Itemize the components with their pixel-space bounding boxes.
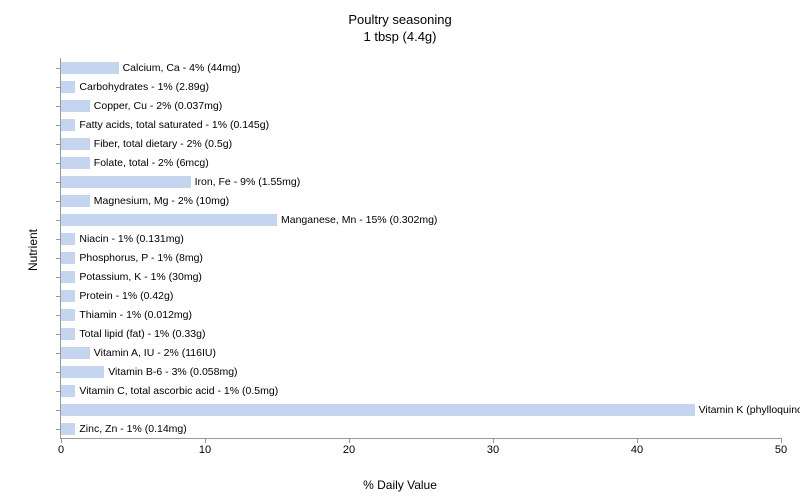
x-axis-label: % Daily Value	[363, 478, 437, 492]
nutrient-bar	[61, 176, 191, 188]
y-tick-mark	[56, 277, 61, 278]
nutrient-bar	[61, 195, 90, 207]
nutrient-bar	[61, 328, 75, 340]
y-tick-mark	[56, 182, 61, 183]
bar-label: Zinc, Zn - 1% (0.14mg)	[79, 422, 186, 436]
plot-area: 01020304050Calcium, Ca - 4% (44mg)Carboh…	[60, 58, 781, 439]
nutrient-bar	[61, 404, 695, 416]
nutrient-bar	[61, 252, 75, 264]
nutrient-bar	[61, 385, 75, 397]
bar-row: Iron, Fe - 9% (1.55mg)	[61, 175, 781, 189]
x-tick-label: 40	[631, 444, 643, 456]
y-tick-mark	[56, 87, 61, 88]
y-tick-mark	[56, 296, 61, 297]
bar-label: Iron, Fe - 9% (1.55mg)	[195, 175, 301, 189]
bar-label: Vitamin C, total ascorbic acid - 1% (0.5…	[79, 384, 278, 398]
x-tick-mark	[205, 438, 206, 443]
bar-label: Calcium, Ca - 4% (44mg)	[123, 61, 241, 75]
bar-label: Phosphorus, P - 1% (8mg)	[79, 251, 203, 265]
y-tick-mark	[56, 106, 61, 107]
nutrient-bar	[61, 366, 104, 378]
bar-row: Total lipid (fat) - 1% (0.33g)	[61, 327, 781, 341]
y-tick-mark	[56, 163, 61, 164]
y-tick-mark	[56, 391, 61, 392]
bar-row: Vitamin B-6 - 3% (0.058mg)	[61, 365, 781, 379]
y-tick-mark	[56, 315, 61, 316]
bar-label: Copper, Cu - 2% (0.037mg)	[94, 99, 222, 113]
x-tick-label: 10	[199, 444, 211, 456]
nutrient-bar	[61, 100, 90, 112]
y-tick-mark	[56, 201, 61, 202]
bar-row: Phosphorus, P - 1% (8mg)	[61, 251, 781, 265]
bar-label: Total lipid (fat) - 1% (0.33g)	[79, 327, 205, 341]
nutrient-bar	[61, 157, 90, 169]
y-tick-mark	[56, 239, 61, 240]
x-tick-mark	[493, 438, 494, 443]
x-tick-label: 20	[343, 444, 355, 456]
nutrient-bar	[61, 81, 75, 93]
bar-row: Vitamin K (phylloquinone) - 44% (35.4mcg…	[61, 403, 781, 417]
nutrient-bar	[61, 309, 75, 321]
bar-row: Niacin - 1% (0.131mg)	[61, 232, 781, 246]
bar-row: Folate, total - 2% (6mcg)	[61, 156, 781, 170]
bar-row: Manganese, Mn - 15% (0.302mg)	[61, 213, 781, 227]
bar-label: Protein - 1% (0.42g)	[79, 289, 173, 303]
x-tick-mark	[781, 438, 782, 443]
chart-title: Poultry seasoning 1 tbsp (4.4g)	[0, 0, 800, 46]
bar-label: Manganese, Mn - 15% (0.302mg)	[281, 213, 437, 227]
bar-label: Niacin - 1% (0.131mg)	[79, 232, 183, 246]
bar-row: Magnesium, Mg - 2% (10mg)	[61, 194, 781, 208]
bar-row: Protein - 1% (0.42g)	[61, 289, 781, 303]
nutrient-bar	[61, 62, 119, 74]
bar-row: Zinc, Zn - 1% (0.14mg)	[61, 422, 781, 436]
bar-row: Calcium, Ca - 4% (44mg)	[61, 61, 781, 75]
x-tick-label: 0	[58, 444, 64, 456]
x-tick-mark	[349, 438, 350, 443]
nutrient-bar	[61, 271, 75, 283]
x-tick-label: 50	[775, 444, 787, 456]
nutrient-bar	[61, 214, 277, 226]
bar-label: Vitamin B-6 - 3% (0.058mg)	[108, 365, 237, 379]
y-tick-mark	[56, 258, 61, 259]
y-tick-mark	[56, 429, 61, 430]
bar-row: Copper, Cu - 2% (0.037mg)	[61, 99, 781, 113]
bar-row: Fiber, total dietary - 2% (0.5g)	[61, 137, 781, 151]
bar-label: Vitamin A, IU - 2% (116IU)	[94, 346, 216, 360]
bar-row: Vitamin C, total ascorbic acid - 1% (0.5…	[61, 384, 781, 398]
nutrient-bar	[61, 423, 75, 435]
bar-label: Carbohydrates - 1% (2.89g)	[79, 80, 209, 94]
y-tick-mark	[56, 68, 61, 69]
chart-container: Poultry seasoning 1 tbsp (4.4g) Nutrient…	[0, 0, 800, 500]
bar-label: Potassium, K - 1% (30mg)	[79, 270, 202, 284]
y-tick-mark	[56, 144, 61, 145]
nutrient-bar	[61, 119, 75, 131]
y-tick-mark	[56, 353, 61, 354]
y-tick-mark	[56, 334, 61, 335]
nutrient-bar	[61, 290, 75, 302]
x-tick-mark	[61, 438, 62, 443]
y-axis-label: Nutrient	[26, 229, 40, 271]
bar-row: Thiamin - 1% (0.012mg)	[61, 308, 781, 322]
title-line-2: 1 tbsp (4.4g)	[364, 29, 437, 44]
y-tick-mark	[56, 410, 61, 411]
bar-label: Fiber, total dietary - 2% (0.5g)	[94, 137, 232, 151]
x-tick-mark	[637, 438, 638, 443]
bar-row: Potassium, K - 1% (30mg)	[61, 270, 781, 284]
y-tick-mark	[56, 220, 61, 221]
bar-label: Vitamin K (phylloquinone) - 44% (35.4mcg…	[699, 403, 800, 417]
y-tick-mark	[56, 125, 61, 126]
bar-label: Fatty acids, total saturated - 1% (0.145…	[79, 118, 269, 132]
title-line-1: Poultry seasoning	[348, 12, 451, 27]
x-tick-label: 30	[487, 444, 499, 456]
bar-row: Carbohydrates - 1% (2.89g)	[61, 80, 781, 94]
nutrient-bar	[61, 233, 75, 245]
bar-row: Fatty acids, total saturated - 1% (0.145…	[61, 118, 781, 132]
nutrient-bar	[61, 138, 90, 150]
bar-label: Thiamin - 1% (0.012mg)	[79, 308, 192, 322]
bar-label: Magnesium, Mg - 2% (10mg)	[94, 194, 229, 208]
y-tick-mark	[56, 372, 61, 373]
bar-row: Vitamin A, IU - 2% (116IU)	[61, 346, 781, 360]
nutrient-bar	[61, 347, 90, 359]
bar-label: Folate, total - 2% (6mcg)	[94, 156, 209, 170]
